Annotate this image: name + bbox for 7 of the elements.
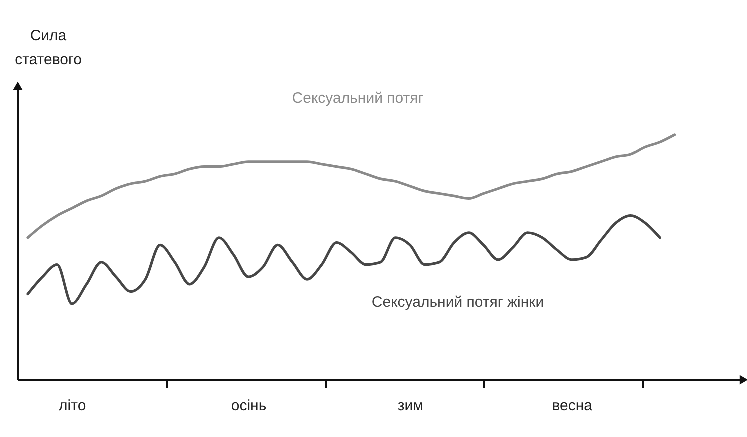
x-tick-label: зим xyxy=(398,398,424,414)
x-tick-label: осінь xyxy=(231,398,267,414)
x-tick-label: літо xyxy=(59,398,86,414)
text: Сексуальний потяг xyxy=(292,90,424,107)
x-tick-label: весна xyxy=(552,398,594,414)
series-label: Сексуальний потяг жінки xyxy=(372,294,544,311)
y-axis-title: Сила статевого xyxy=(15,28,82,68)
